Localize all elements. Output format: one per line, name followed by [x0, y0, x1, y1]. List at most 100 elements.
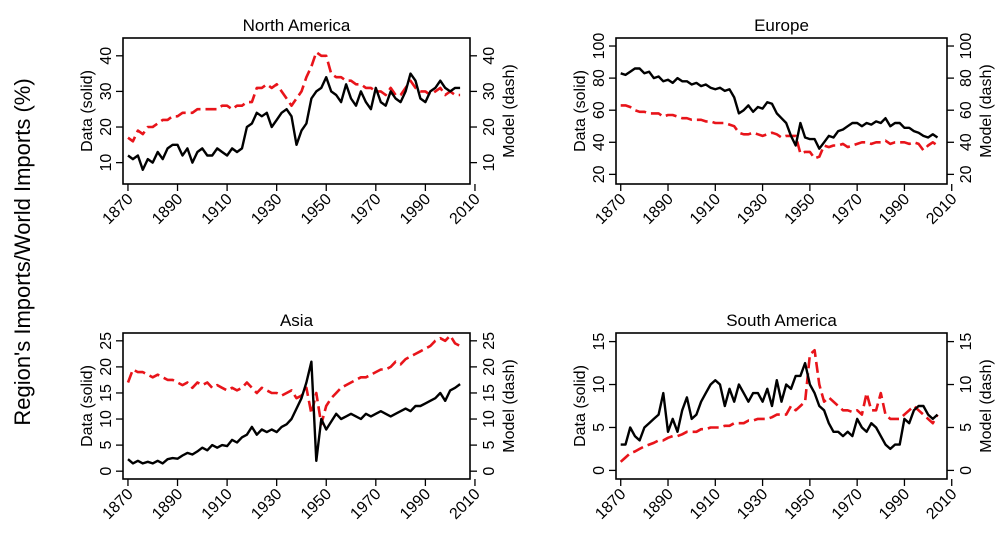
chart-title: South America [726, 311, 837, 330]
y-tick-label-right: 0 [958, 466, 975, 475]
y-tick-label-right: 5 [958, 423, 975, 432]
x-tick-label: 1870 [100, 191, 137, 228]
y-tick-label-right: 30 [481, 82, 498, 100]
y-axis-label-right: Model (dash) [501, 64, 518, 157]
y-axis-label-right: Model (dash) [978, 64, 995, 157]
y-tick-label-right: 20 [481, 358, 498, 376]
y-axis-label-right: Model (dash) [501, 359, 518, 452]
x-tick-label: 1890 [640, 486, 677, 523]
y-axis-label-left: Data (solid) [79, 70, 96, 152]
y-tick-label-left: 40 [98, 47, 115, 65]
y-tick-label-left: 20 [591, 165, 608, 183]
x-tick-label: 1950 [298, 191, 335, 228]
x-tick-label: 1990 [876, 191, 913, 228]
y-tick-label-right: 25 [481, 332, 498, 350]
x-tick-label: 1870 [592, 191, 629, 228]
series-line-data-solid [620, 361, 939, 451]
panel-europe: Europe 1870 1890 1910 1930 1950 1970 1990 2010 20… [572, 16, 995, 228]
y-tick-label-right: 5 [481, 441, 498, 450]
figure-ylabel: Region's Imports/World Imports (%) [10, 78, 35, 425]
series-line-data-solid [127, 72, 461, 172]
y-tick-label-left: 100 [591, 33, 608, 60]
x-tick-label: 2010 [447, 486, 484, 523]
y-axis-label-left: Data (solid) [79, 365, 96, 447]
y-tick-label-right: 100 [958, 33, 975, 60]
series-line-data-solid [127, 360, 461, 465]
x-tick-label: 1930 [734, 486, 771, 523]
y-tick-label-left: 0 [98, 467, 115, 476]
plot-frame [615, 37, 948, 185]
x-tick-label: 2010 [447, 191, 484, 228]
series-line-model-dash [126, 334, 461, 426]
y-axis-label-left: Data (solid) [572, 365, 589, 447]
x-tick-label: 1910 [199, 191, 236, 228]
x-tick-label: 1990 [397, 486, 434, 523]
chart-title: Asia [280, 311, 314, 330]
y-tick-label-right: 80 [958, 69, 975, 87]
panel-south-america: South America 1870 1890 1910 1930 1950 1970 199… [572, 311, 995, 523]
x-tick-label: 1930 [248, 191, 285, 228]
x-tick-label: 1990 [876, 486, 913, 523]
y-tick-label-right: 10 [481, 410, 498, 428]
y-tick-label-left: 0 [591, 466, 608, 475]
y-tick-label-right: 20 [958, 165, 975, 183]
y-tick-label-left: 15 [591, 333, 608, 351]
x-tick-label: 1890 [149, 191, 186, 228]
x-tick-label: 1910 [687, 486, 724, 523]
y-tick-label-left: 5 [98, 441, 115, 450]
x-tick-label: 2010 [923, 191, 960, 228]
x-tick-label: 1910 [199, 486, 236, 523]
y-tick-label-left: 5 [591, 423, 608, 432]
y-tick-label-right: 10 [958, 376, 975, 394]
x-tick-label: 1890 [149, 486, 186, 523]
y-tick-label-right: 15 [481, 384, 498, 402]
y-tick-label-right: 0 [481, 467, 498, 476]
series-line-model-dash [620, 104, 939, 160]
x-tick-label: 1910 [687, 191, 724, 228]
y-tick-label-left: 10 [98, 410, 115, 428]
y-tick-label-left: 25 [98, 332, 115, 350]
x-tick-label: 1870 [100, 486, 137, 523]
y-axis-label-right: Model (dash) [978, 359, 995, 452]
y-tick-label-left: 15 [98, 384, 115, 402]
series-line-model-dash [127, 50, 461, 143]
y-tick-label-right: 10 [481, 154, 498, 172]
series-line-model-dash [619, 348, 939, 463]
y-tick-label-right: 60 [958, 101, 975, 119]
plot-frame [122, 332, 471, 480]
y-axis-label-left: Data (solid) [572, 70, 589, 152]
panel-north-america: North America 1870 1890 1910 1930 1950 1970 199… [79, 16, 518, 228]
x-tick-label: 1950 [782, 191, 819, 228]
x-tick-label: 1970 [347, 486, 384, 523]
y-tick-label-right: 40 [481, 47, 498, 65]
y-tick-label-left: 80 [591, 69, 608, 87]
x-tick-label: 1970 [829, 191, 866, 228]
x-tick-label: 1930 [248, 486, 285, 523]
plot-frame [122, 37, 471, 185]
x-tick-label: 1970 [829, 486, 866, 523]
x-tick-label: 1950 [782, 486, 819, 523]
chart-title: Europe [754, 16, 809, 35]
x-tick-label: 1930 [734, 191, 771, 228]
y-tick-label-left: 10 [591, 376, 608, 394]
series-line-data-solid [620, 67, 939, 150]
y-tick-label-right: 40 [958, 133, 975, 151]
y-tick-label-left: 20 [98, 118, 115, 136]
x-tick-label: 1870 [592, 486, 629, 523]
x-tick-label: 1890 [640, 191, 677, 228]
y-tick-label-right: 20 [481, 118, 498, 136]
chart-title: North America [243, 16, 351, 35]
y-tick-label-left: 10 [98, 154, 115, 172]
x-tick-label: 1970 [347, 191, 384, 228]
x-tick-label: 1950 [298, 486, 335, 523]
y-tick-label-left: 40 [591, 133, 608, 151]
x-tick-label: 1990 [397, 191, 434, 228]
y-tick-label-left: 30 [98, 82, 115, 100]
y-tick-label-right: 15 [958, 333, 975, 351]
y-tick-label-left: 20 [98, 358, 115, 376]
x-tick-label: 2010 [923, 486, 960, 523]
y-tick-label-left: 60 [591, 101, 608, 119]
plot-frame [615, 332, 948, 480]
